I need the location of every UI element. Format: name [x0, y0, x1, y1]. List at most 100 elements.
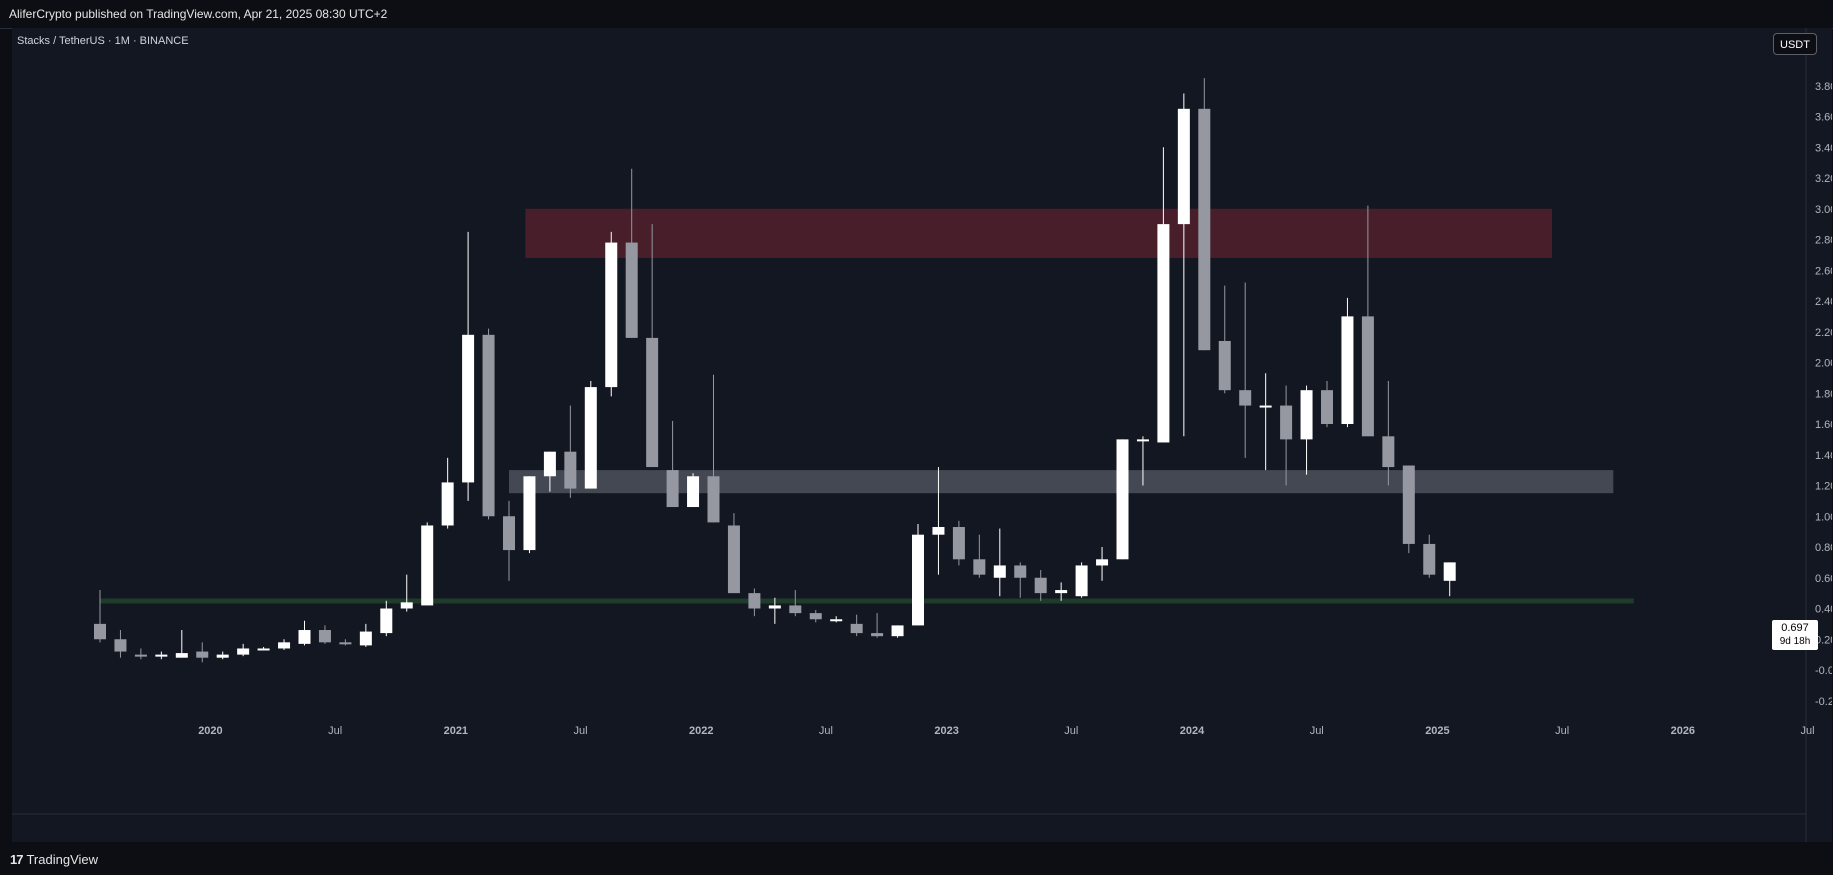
candle-body — [523, 476, 536, 551]
candle-body — [1075, 565, 1088, 597]
time-tick-label: 2021 — [444, 725, 468, 737]
candle-body — [707, 476, 720, 523]
chart-background — [12, 28, 1832, 842]
candle-body — [421, 525, 434, 606]
price-tick-label: 1.400 — [1815, 450, 1832, 462]
candle-body — [1402, 465, 1415, 544]
time-tick-label: Jul — [1800, 725, 1814, 737]
candle-body — [1218, 340, 1231, 391]
candle-body — [973, 559, 986, 575]
time-tick-label: 2023 — [934, 725, 958, 737]
candle-body — [625, 242, 638, 338]
candle-body — [134, 654, 147, 657]
candle-body — [830, 619, 843, 622]
price-tick-label: 1.000 — [1815, 511, 1832, 523]
price-tick-label: 2.400 — [1815, 296, 1832, 308]
candle-body — [789, 605, 802, 614]
candle-body — [1116, 439, 1129, 560]
candle-body — [196, 651, 209, 658]
time-tick-label: Jul — [573, 725, 587, 737]
candle-body — [809, 613, 822, 620]
candle-body — [1014, 565, 1027, 578]
candle-body — [1361, 316, 1374, 437]
candle-body — [237, 648, 250, 655]
candle-body — [1423, 543, 1436, 575]
candle-body — [278, 642, 291, 649]
price-tick-label: 3.200 — [1815, 173, 1832, 185]
footer: 17 TradingView — [0, 845, 1833, 875]
candle-body — [380, 608, 393, 634]
candle-body — [1055, 590, 1068, 594]
time-tick-label: 2024 — [1180, 725, 1205, 737]
price-tick-label: 3.000 — [1815, 204, 1832, 216]
price-tick-label: 3.400 — [1815, 142, 1832, 154]
price-tick-label: 2.000 — [1815, 358, 1832, 370]
publisher-header: AliferCrypto published on TradingView.co… — [0, 0, 1833, 29]
brand-label: TradingView — [26, 852, 99, 867]
zone-support — [509, 470, 1614, 494]
candle-body — [114, 639, 127, 652]
price-tick-label: 3.600 — [1815, 112, 1832, 124]
last-price-value: 0.697 — [1781, 622, 1809, 634]
candle-body — [952, 527, 965, 560]
tradingview-logo[interactable]: 17 TradingView — [10, 852, 98, 867]
price-tick-label: 0.600 — [1815, 573, 1832, 585]
price-tick-label: 0.800 — [1815, 542, 1832, 554]
candle-body — [1096, 559, 1109, 566]
time-tick-label: Jul — [1064, 725, 1078, 737]
candle-body — [748, 593, 761, 609]
time-tick-label: Jul — [1555, 725, 1569, 737]
candle-body — [564, 451, 577, 489]
candle-body — [687, 476, 700, 508]
candle-body — [1034, 577, 1047, 594]
price-tick-label: 2.800 — [1815, 235, 1832, 247]
candle-body — [1259, 405, 1272, 408]
candle-body — [912, 534, 924, 626]
candle-body — [1177, 108, 1190, 225]
price-tick-label: 2.200 — [1815, 327, 1832, 339]
candle-body — [359, 631, 372, 646]
candle-body — [932, 527, 945, 535]
zone-resistance — [525, 208, 1552, 258]
last-price-tag: 0.697 9d 18h — [1772, 620, 1818, 650]
candle-body — [543, 451, 556, 477]
candle-body — [1136, 439, 1149, 442]
candle-body — [482, 334, 495, 517]
chart-area[interactable]: -0.200 -0.000 0.200 0.400 0.600 0.800 1.000 1.2… — [12, 28, 1832, 842]
time-tick-label: Jul — [328, 725, 342, 737]
tradingview-logo-icon: 17 — [10, 852, 24, 867]
candle-body — [1382, 436, 1395, 468]
symbol-label[interactable]: Stacks / TetherUS · 1M · BINANCE — [17, 35, 189, 47]
candle-body — [993, 565, 1006, 578]
candle-body — [441, 482, 454, 526]
candle-body — [727, 525, 740, 594]
candle-body — [1321, 390, 1333, 424]
price-tick-label: 0.400 — [1815, 604, 1832, 616]
candle-body — [1300, 390, 1313, 440]
candlestick-chart[interactable]: -0.200 -0.000 0.200 0.400 0.600 0.800 1.000 1.2… — [12, 28, 1832, 842]
time-tick-label: Jul — [1310, 725, 1324, 737]
candle-body — [1198, 108, 1211, 351]
price-tick-label: 0.200 — [1815, 634, 1832, 646]
candle-body — [503, 516, 515, 551]
candle-body — [646, 337, 659, 468]
candle-body — [339, 642, 352, 645]
candle-body — [257, 648, 270, 651]
candle-body — [400, 602, 413, 609]
candle-body — [584, 387, 597, 489]
candle-body — [1157, 224, 1170, 443]
candle-body — [1443, 562, 1456, 581]
candle-body — [605, 242, 618, 388]
currency-button[interactable]: USDT — [1773, 33, 1817, 55]
time-tick-label: 2025 — [1425, 725, 1449, 737]
countdown-label: 9d 18h — [1779, 636, 1811, 647]
price-tick-label: 3.800 — [1815, 81, 1832, 93]
price-tick-label: 2.600 — [1815, 265, 1832, 277]
candle-body — [462, 334, 475, 483]
price-tick-label: 1.200 — [1815, 481, 1832, 493]
time-tick-label: 2026 — [1671, 725, 1695, 737]
candle-body — [850, 623, 863, 634]
time-tick-label: 2022 — [689, 725, 713, 737]
price-tick-label: 1.800 — [1815, 388, 1832, 400]
time-tick-label: 2020 — [198, 725, 222, 737]
